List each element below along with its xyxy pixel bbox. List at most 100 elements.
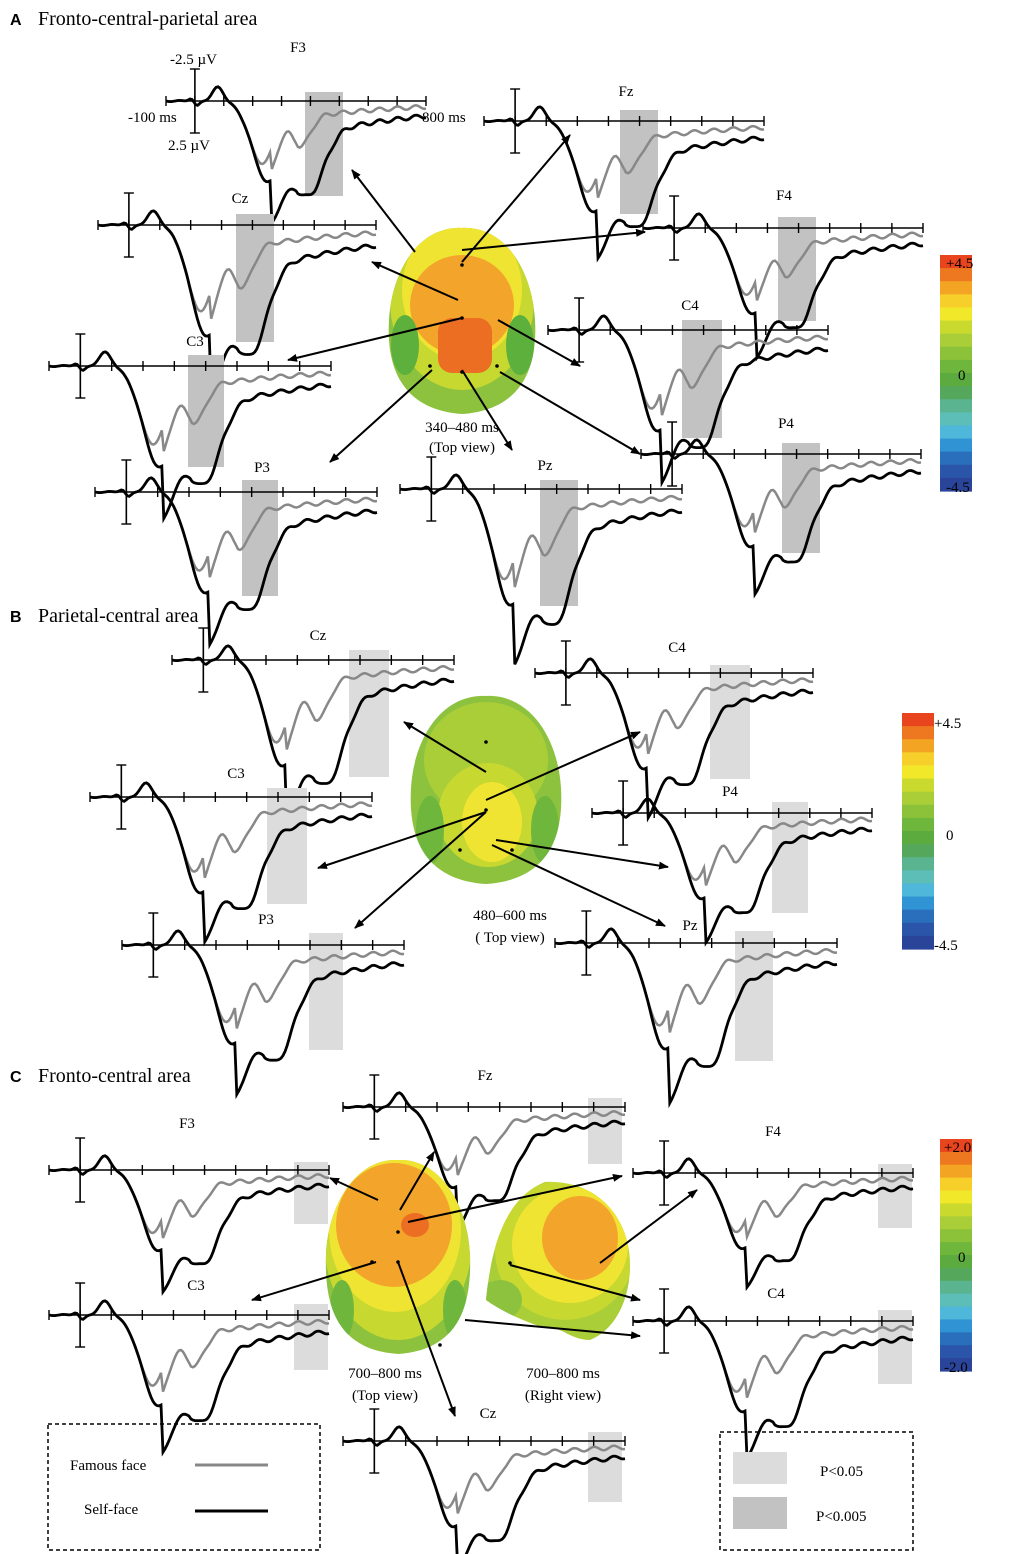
colorbar-swatch xyxy=(902,726,934,740)
electrode-dot xyxy=(396,1260,400,1264)
legend-p05-swatch xyxy=(733,1452,787,1484)
colorbar-swatch xyxy=(940,1267,972,1282)
colorbar-swatch xyxy=(902,739,934,753)
famous-face-waveform xyxy=(165,85,427,170)
colorbar-swatch xyxy=(902,804,934,819)
colorbar-swatch xyxy=(940,1319,972,1333)
significance-window xyxy=(540,480,578,606)
topomap-c-right-layer-3 xyxy=(542,1196,618,1280)
panel-c-heading: C Fronto-central area xyxy=(10,1065,191,1087)
colorbar-swatch xyxy=(902,791,934,806)
significance-window xyxy=(294,1304,328,1370)
electrode-label: C3 xyxy=(227,766,245,782)
arrow xyxy=(397,1261,456,1417)
arrow xyxy=(499,371,641,455)
scale-end-ms: 800 ms xyxy=(422,110,466,126)
colorbar-swatch xyxy=(940,346,972,361)
erp-plots: F3 Fz Cz F4 C3 C4 P4 P3 Pz Cz C4 C3 P4 P3 Pz Fz F3 F4 C3 C4… xyxy=(48,40,924,1554)
self-face-waveform xyxy=(48,350,332,524)
colorbar-swatch xyxy=(940,333,972,348)
electrode-dot xyxy=(460,316,464,320)
topomap-b xyxy=(410,695,562,884)
arrow xyxy=(461,134,571,263)
colorbar-swatch xyxy=(940,1203,972,1217)
legend-p005-label: P<0.005 xyxy=(816,1509,867,1525)
panel-b-title: Parietal-central area xyxy=(38,605,199,627)
arrow xyxy=(371,261,459,301)
map-c-right-view: (Right view) xyxy=(525,1388,601,1404)
colorbar-swatch xyxy=(902,778,934,793)
colorbar-swatch xyxy=(940,1151,972,1166)
topomap-c-top-edge-right xyxy=(443,1280,467,1340)
electrode-label: C4 xyxy=(681,298,699,314)
self-face-waveform xyxy=(534,657,814,823)
panel-c-letter: C xyxy=(10,1069,22,1086)
erp-plot-a-pz: Pz xyxy=(399,456,683,665)
colorbar-swatch xyxy=(940,1293,972,1308)
electrode-dot xyxy=(484,740,488,744)
colorbar-c-max: +2.0 xyxy=(944,1140,971,1156)
erp-plot-a-p3: P3 xyxy=(94,459,378,650)
scale-pos-uv: 2.5 µV xyxy=(168,138,210,154)
arrow xyxy=(351,169,416,253)
arrow xyxy=(251,1261,377,1302)
map-c-right-time: 700–800 ms xyxy=(526,1366,600,1382)
colorbar-swatch xyxy=(940,386,972,400)
colorbar-c-min: -2.0 xyxy=(944,1360,968,1376)
self-face-waveform xyxy=(121,929,405,1100)
electrode-label: Pz xyxy=(683,918,698,934)
colorbar-swatch xyxy=(902,844,934,858)
panel-a-title: Fronto-central-parietal area xyxy=(38,8,257,30)
map-a-view: (Top view) xyxy=(429,440,495,456)
self-face-waveform xyxy=(48,1299,330,1457)
colorbar-swatch xyxy=(902,922,934,937)
colorbar-swatch xyxy=(940,425,972,440)
significance-window xyxy=(772,802,808,913)
arrow xyxy=(491,844,666,927)
colorbar-swatch xyxy=(902,831,934,845)
panel-b-letter: B xyxy=(10,609,22,626)
map-b-time: 480–600 ms xyxy=(473,908,547,924)
arrow xyxy=(407,1173,623,1223)
electrode-label: C4 xyxy=(668,640,686,656)
colorbar-swatch xyxy=(940,1255,972,1269)
electrode-dot xyxy=(460,370,464,374)
panel-c-title: Fronto-central area xyxy=(38,1065,191,1087)
electrode-label: F4 xyxy=(776,188,792,204)
colorbar-swatch xyxy=(940,1216,972,1230)
colorbar-swatch xyxy=(940,1332,972,1346)
colorbar-swatch xyxy=(940,294,972,309)
arrow xyxy=(464,1319,641,1340)
electrode-label: Fz xyxy=(478,1068,493,1084)
erp-plot-a-p4: P4 xyxy=(640,416,922,599)
erp-plot-a-fz: Fz xyxy=(483,84,765,263)
electrode-dot xyxy=(428,364,432,368)
electrode-label: Cz xyxy=(480,1406,497,1422)
colorbar-swatch xyxy=(940,307,972,322)
erp-plot-a-c4: C4 xyxy=(547,297,829,488)
electrode-label: F3 xyxy=(290,40,306,56)
significance-window xyxy=(309,933,343,1050)
arrow xyxy=(497,319,581,367)
electrode-label: P3 xyxy=(254,460,270,476)
colorbar-swatch xyxy=(940,1164,972,1179)
topomap-a xyxy=(388,227,536,414)
colorbar-swatch xyxy=(940,320,972,335)
self-face-waveform xyxy=(591,797,873,947)
significance-window xyxy=(782,443,820,553)
legend-lines: Famous face Self-face xyxy=(47,1423,321,1551)
erp-plot-a-f3: F3 xyxy=(165,40,427,228)
arrow xyxy=(461,369,513,451)
self-face-waveform xyxy=(89,781,373,947)
electrode-dot xyxy=(484,808,488,812)
colorbar-labels: +4.5 0 -4.5 +4.5 0 -4.5 +2.0 0 -2.0 xyxy=(934,256,973,1376)
colorbar-swatch xyxy=(902,909,934,924)
map-c-top-view: (Top view) xyxy=(352,1388,418,1404)
topomap-c-right-edge xyxy=(486,1280,522,1320)
self-face-waveform xyxy=(48,1154,330,1296)
colorbar-swatch xyxy=(940,1345,972,1359)
map-a-time: 340–480 ms xyxy=(425,420,499,436)
panel-a-heading: A Fronto-central-parietal area xyxy=(10,8,257,30)
self-face-waveform xyxy=(342,1425,626,1554)
arrow xyxy=(599,1189,698,1264)
